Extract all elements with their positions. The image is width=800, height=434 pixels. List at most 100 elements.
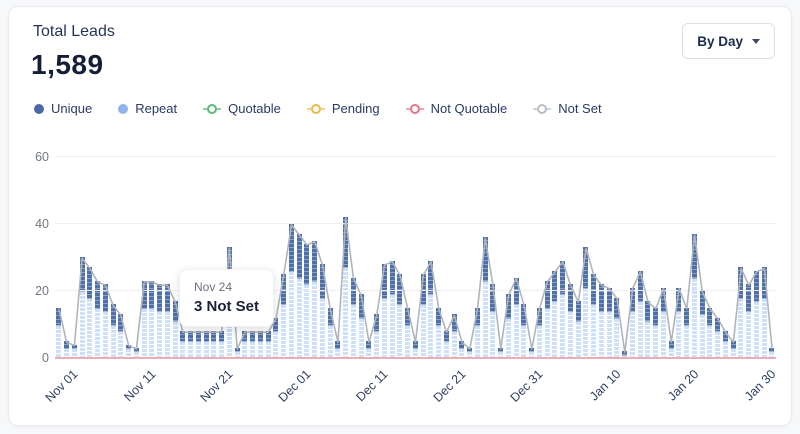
stacked-bar[interactable] [242, 331, 248, 358]
stacked-bar[interactable] [606, 287, 612, 358]
stacked-bar[interactable] [56, 307, 62, 358]
bar-slot[interactable] [691, 141, 699, 358]
bar-slot[interactable] [102, 141, 110, 358]
stacked-bar[interactable] [381, 264, 387, 358]
bar-slot[interactable] [419, 141, 427, 358]
stacked-bar[interactable] [684, 307, 690, 358]
bar-slot[interactable] [520, 141, 528, 358]
stacked-bar[interactable] [676, 287, 682, 358]
stacked-bar[interactable] [451, 314, 457, 358]
bar-slot[interactable] [481, 141, 489, 358]
bar-slot[interactable] [326, 141, 334, 358]
bar-slot[interactable] [148, 141, 156, 358]
stacked-bar[interactable] [474, 307, 480, 358]
bar-slot[interactable] [78, 141, 86, 358]
stacked-bar[interactable] [118, 314, 124, 358]
stacked-bar[interactable] [552, 270, 558, 358]
stacked-bar[interactable] [327, 307, 333, 358]
bar-slot[interactable] [667, 141, 675, 358]
bar-slot[interactable] [683, 141, 691, 358]
stacked-bar[interactable] [172, 301, 178, 358]
bar-slot[interactable] [295, 141, 303, 358]
bar-slot[interactable] [660, 141, 668, 358]
bar-slot[interactable] [760, 141, 768, 358]
stacked-bar[interactable] [312, 240, 318, 358]
stacked-bar[interactable] [521, 304, 527, 358]
bar-slot[interactable] [388, 141, 396, 358]
stacked-bar[interactable] [335, 341, 341, 358]
stacked-bar[interactable] [180, 331, 186, 358]
stacked-bar[interactable] [288, 223, 294, 358]
bar-slot[interactable] [164, 141, 172, 358]
bar-slot[interactable] [156, 141, 164, 358]
stacked-bar[interactable] [343, 217, 349, 358]
stacked-bar[interactable] [110, 304, 116, 358]
stacked-bar[interactable] [358, 294, 364, 358]
stacked-bar[interactable] [397, 274, 403, 358]
stacked-bar[interactable] [102, 284, 108, 358]
bar-slot[interactable] [218, 141, 226, 358]
legend-item-unique[interactable]: Unique [34, 101, 92, 116]
stacked-bar[interactable] [761, 267, 767, 358]
bar-slot[interactable] [427, 141, 435, 358]
stacked-bar[interactable] [304, 244, 310, 358]
stacked-bar[interactable] [188, 331, 194, 358]
stacked-bar[interactable] [722, 331, 728, 358]
bar-slot[interactable] [567, 141, 575, 358]
stacked-bar[interactable] [591, 274, 597, 358]
stacked-bar[interactable] [730, 341, 736, 358]
bar-slot[interactable] [319, 141, 327, 358]
bar-slot[interactable] [396, 141, 404, 358]
stacked-bar[interactable] [389, 260, 395, 358]
bar-slot[interactable] [443, 141, 451, 358]
bar-slot[interactable] [63, 141, 71, 358]
bar-slot[interactable] [605, 141, 613, 358]
stacked-bar[interactable] [653, 307, 659, 358]
bar-slot[interactable] [644, 141, 652, 358]
stacked-bar[interactable] [366, 341, 372, 358]
stacked-bar[interactable] [637, 270, 643, 358]
bar-slot[interactable] [241, 141, 249, 358]
stacked-bar[interactable] [753, 270, 759, 358]
legend-item-pending[interactable]: Pending [306, 101, 380, 116]
stacked-bar[interactable] [195, 331, 201, 358]
bar-slot[interactable] [435, 141, 443, 358]
plot-area[interactable]: 0 20 40 60 [35, 141, 776, 365]
stacked-bar[interactable] [95, 280, 101, 358]
stacked-bar[interactable] [64, 341, 70, 358]
bar-slot[interactable] [551, 141, 559, 358]
bar-slot[interactable] [590, 141, 598, 358]
stacked-bar[interactable] [257, 331, 263, 358]
bar-slot[interactable] [629, 141, 637, 358]
stacked-bar[interactable] [699, 290, 705, 358]
bar-slot[interactable] [179, 141, 187, 358]
stacked-bar[interactable] [660, 287, 666, 358]
bar-slot[interactable] [117, 141, 125, 358]
stacked-bar[interactable] [583, 247, 589, 358]
bar-slot[interactable] [652, 141, 660, 358]
stacked-bar[interactable] [157, 284, 163, 358]
bar-slot[interactable] [86, 141, 94, 358]
bar-slot[interactable] [381, 141, 389, 358]
bar-slot[interactable] [737, 141, 745, 358]
stacked-bar[interactable] [769, 347, 775, 358]
bar-slot[interactable] [365, 141, 373, 358]
bar-slot[interactable] [745, 141, 753, 358]
bar-slot[interactable] [543, 141, 551, 358]
stacked-bar[interactable] [575, 301, 581, 358]
bar-slot[interactable] [536, 141, 544, 358]
stacked-bar[interactable] [715, 317, 721, 358]
bar-slot[interactable] [706, 141, 714, 358]
bar-slot[interactable] [574, 141, 582, 358]
bar-slot[interactable] [559, 141, 567, 358]
bar-slot[interactable] [288, 141, 296, 358]
bar-slot[interactable] [357, 141, 365, 358]
stacked-bar[interactable] [536, 307, 542, 358]
bar-slot[interactable] [753, 141, 761, 358]
bar-slot[interactable] [729, 141, 737, 358]
stacked-bar[interactable] [149, 280, 155, 358]
stacked-bar[interactable] [428, 260, 434, 358]
bar-slot[interactable] [303, 141, 311, 358]
stacked-bar[interactable] [211, 331, 217, 358]
bar-slot[interactable] [187, 141, 195, 358]
